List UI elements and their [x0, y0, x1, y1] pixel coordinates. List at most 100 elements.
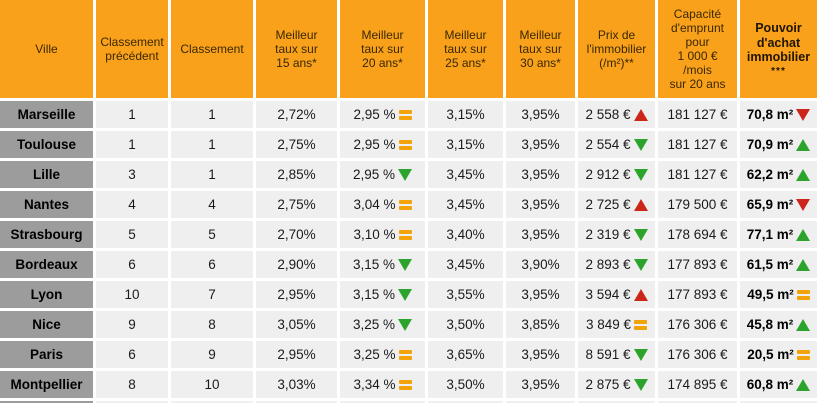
cell-classement: 1 — [171, 161, 253, 188]
cell-value: 60,8 m² — [746, 377, 794, 392]
cell-classement: 6 — [171, 251, 253, 278]
cell-value: 2,75% — [277, 137, 316, 152]
cell-value: 3,15 % — [352, 257, 396, 272]
cell-capacite_emprunt: 174 895 € — [658, 371, 737, 398]
header-ville: Ville — [0, 0, 93, 98]
trend-equal-icon — [398, 199, 412, 210]
cell-capacite_emprunt: 177 893 € — [658, 251, 737, 278]
trend-down-icon — [633, 168, 648, 181]
cell-value: 3,45% — [446, 257, 485, 272]
cell-value: 3,95% — [521, 347, 560, 362]
cell-classement: 7 — [171, 281, 253, 308]
cell-value: 3,95% — [521, 377, 560, 392]
cell-value: 45,8 m² — [746, 317, 794, 332]
header-pouvoir_achat: Pouvoir d'achat immobilier *** — [740, 0, 817, 98]
cell-value: Lille — [32, 167, 60, 182]
cell-value: 1 — [128, 137, 136, 152]
trend-up-icon — [796, 138, 811, 151]
cell-pouvoir_achat: 61,5 m² — [740, 251, 817, 278]
cell-value: 3,95% — [521, 227, 560, 242]
cell-clipped — [740, 401, 817, 403]
cell-value: Paris — [29, 347, 64, 362]
cell-value: Bordeaux — [15, 257, 78, 272]
equal-bar — [398, 379, 412, 384]
cell-taux_15: 2,95% — [256, 341, 337, 368]
equal-bar — [398, 115, 412, 120]
cell-value: 10 — [204, 377, 220, 392]
trend-up-icon — [796, 318, 811, 331]
cell-value: 1 — [128, 107, 136, 122]
header-taux_20: Meilleur taux sur 20 ans* — [340, 0, 425, 98]
cell-value: 2,85% — [277, 167, 316, 182]
cell-value: 3,90% — [521, 257, 560, 272]
cell-value: 176 306 € — [667, 347, 728, 362]
cell-taux_15: 2,90% — [256, 251, 337, 278]
cell-clipped — [0, 401, 93, 403]
cell-value: 3 849 € — [585, 317, 632, 332]
header-label: Meilleur taux sur 30 ans* — [519, 27, 562, 71]
cell-taux_30: 3,95% — [506, 371, 575, 398]
header-label: Meilleur taux sur 15 ans* — [275, 27, 318, 71]
cell-taux_15: 3,05% — [256, 311, 337, 338]
cell-classement: 8 — [171, 311, 253, 338]
cell-clipped — [578, 401, 655, 403]
cell-value: 2,72% — [277, 107, 316, 122]
trend-up-icon — [796, 168, 811, 181]
cell-value: 3,95% — [521, 137, 560, 152]
cell-capacite_emprunt: 176 306 € — [658, 311, 737, 338]
cell-taux_25: 3,55% — [428, 281, 503, 308]
cell-ville: Nantes — [0, 191, 93, 218]
header-classement_precedent: Classement précédent — [96, 0, 168, 98]
cell-classement_precedent: 4 — [96, 191, 168, 218]
equal-bar — [796, 349, 810, 354]
trend-up-icon — [633, 288, 648, 301]
cell-value: 6 — [208, 257, 216, 272]
header-taux_30: Meilleur taux sur 30 ans* — [506, 0, 575, 98]
cell-value: Strasbourg — [10, 227, 83, 242]
cell-value: 4 — [128, 197, 136, 212]
trend-down-icon — [633, 378, 648, 391]
cell-ville: Nice — [0, 311, 93, 338]
cell-value: 2,95 % — [352, 167, 396, 182]
trend-up-icon — [633, 108, 648, 121]
cell-classement_precedent: 3 — [96, 161, 168, 188]
cell-value: 1 — [208, 167, 216, 182]
cell-value: 2 554 € — [585, 137, 631, 152]
cell-taux_25: 3,40% — [428, 221, 503, 248]
cell-value: 3,50% — [446, 377, 485, 392]
cell-value: 181 127 € — [667, 137, 728, 152]
header-label: Classement précédent — [100, 34, 164, 63]
cell-value: 3,95% — [521, 197, 560, 212]
equal-bar — [796, 289, 810, 294]
cell-value: 3,25 % — [353, 347, 396, 362]
cell-taux_25: 3,50% — [428, 371, 503, 398]
trend-equal-icon — [398, 139, 412, 150]
cell-taux_20: 3,25 % — [340, 341, 425, 368]
cell-ville: Toulouse — [0, 131, 93, 158]
cell-classement_precedent: 5 — [96, 221, 168, 248]
cell-value: 3,50% — [446, 317, 485, 332]
trend-down-icon — [633, 228, 648, 241]
cell-ville: Paris — [0, 341, 93, 368]
cell-value: 3,95% — [521, 167, 560, 182]
cell-value: 179 500 € — [667, 197, 728, 212]
trend-equal-icon — [634, 319, 648, 330]
cell-taux_20: 3,10 % — [340, 221, 425, 248]
cell-value: 181 127 € — [667, 167, 728, 182]
cell-classement: 1 — [171, 131, 253, 158]
equal-bar — [398, 385, 412, 390]
cell-value: 3,34 % — [353, 377, 396, 392]
trend-equal-icon — [398, 229, 412, 240]
cell-pouvoir_achat: 45,8 m² — [740, 311, 817, 338]
cell-taux_30: 3,95% — [506, 101, 575, 128]
header-label: Classement — [180, 41, 244, 56]
cell-value: 2,95 % — [353, 107, 396, 122]
cell-value: 2 912 € — [585, 167, 631, 182]
cell-ville: Marseille — [0, 101, 93, 128]
cell-value: 3,45% — [446, 197, 485, 212]
cell-value: 3,85% — [521, 317, 560, 332]
cell-value: 70,9 m² — [746, 137, 794, 152]
trend-down-icon — [398, 258, 413, 271]
cell-clipped — [256, 401, 337, 403]
cell-value: 1 — [208, 107, 216, 122]
